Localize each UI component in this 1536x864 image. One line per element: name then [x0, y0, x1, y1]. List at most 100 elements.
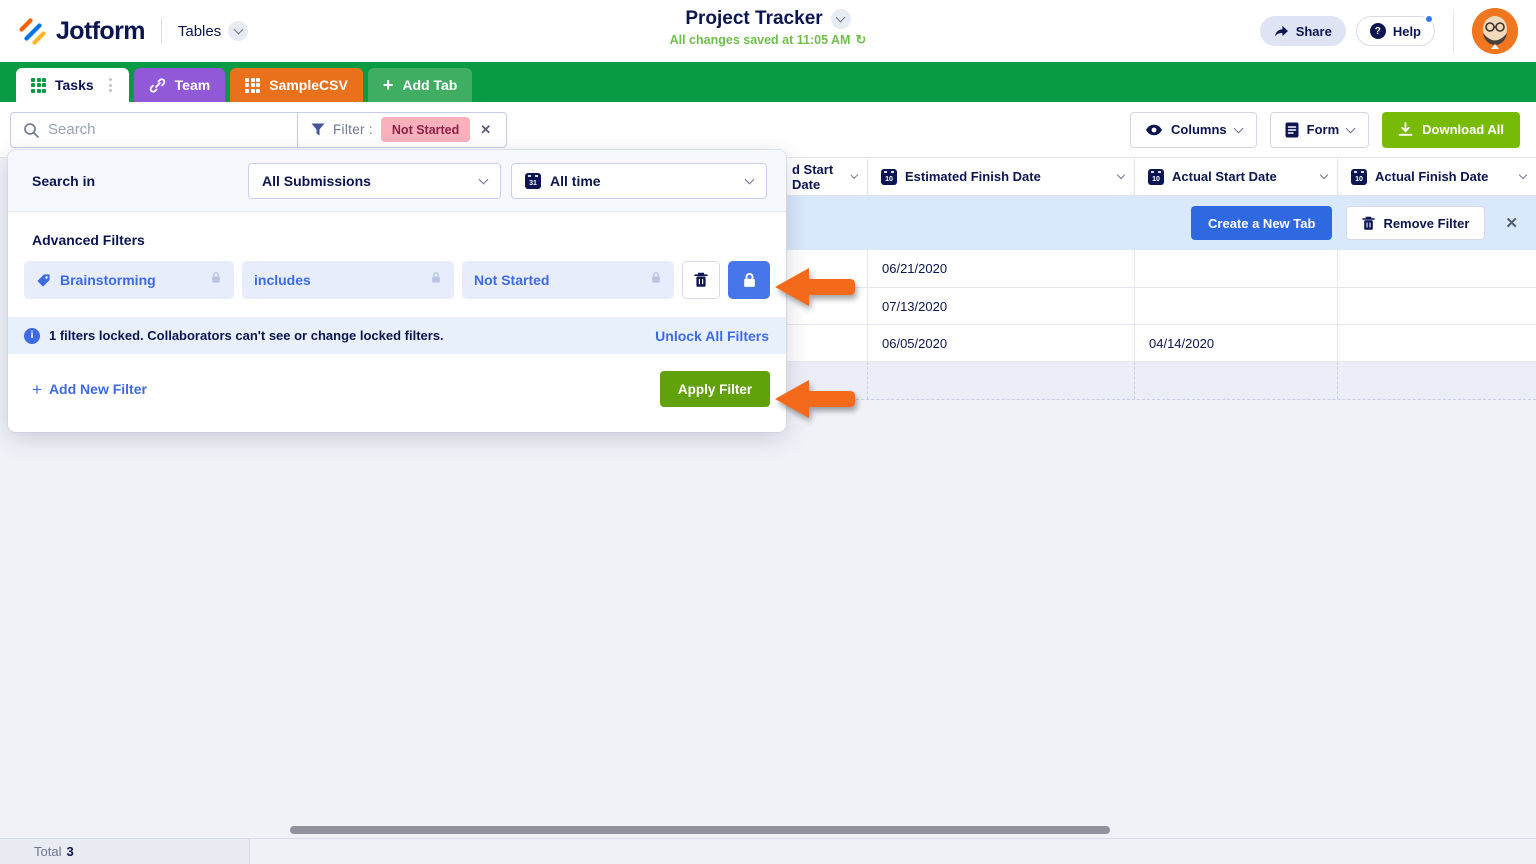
chevron-down-icon — [1518, 170, 1528, 180]
table-cell[interactable]: 06/21/2020 — [868, 250, 1135, 287]
filter-banner: Create a New Tab Remove Filter ✕ — [786, 196, 1536, 250]
table-cell[interactable] — [786, 250, 868, 287]
product-switcher[interactable]: Tables — [178, 21, 249, 41]
table-cell[interactable] — [786, 288, 868, 324]
columns-button[interactable]: Columns — [1130, 111, 1257, 148]
table-cell[interactable] — [1338, 250, 1536, 287]
page-title: Project Tracker — [685, 8, 823, 29]
table-cell[interactable]: 04/14/2020 — [1135, 325, 1338, 361]
table-cell[interactable] — [786, 325, 868, 361]
table-cell[interactable] — [1338, 325, 1536, 361]
share-arrow-icon — [1274, 25, 1288, 37]
lock-icon — [210, 271, 222, 289]
calendar-icon: 10 — [1148, 168, 1164, 185]
table-footer: Total 3 — [0, 838, 1536, 864]
document-title-row[interactable]: Project Tracker — [685, 8, 851, 30]
column-header-actual-finish-date[interactable]: 10 Actual Finish Date — [1338, 158, 1536, 195]
toolbar: Filter : Not Started ✕ Columns Form — [0, 102, 1536, 158]
total-count: Total 3 — [0, 839, 250, 864]
tab-samplecsv[interactable]: SampleCSV — [230, 68, 363, 102]
brand-name: Jotform — [56, 16, 145, 45]
avatar-face-icon — [1472, 8, 1518, 54]
column-header-estimated-finish-date[interactable]: 10 Estimated Finish Date — [868, 158, 1135, 195]
filter-field-select[interactable]: Brainstorming — [24, 261, 234, 299]
horizontal-scrollbar[interactable] — [290, 826, 1110, 834]
table-cell[interactable] — [1338, 288, 1536, 324]
chevron-down-icon — [1319, 170, 1329, 180]
table-cell[interactable]: 07/13/2020 — [868, 288, 1135, 324]
filter-operator-select[interactable]: includes — [242, 261, 454, 299]
plus-icon: + — [32, 379, 42, 399]
help-button[interactable]: ? Help — [1355, 14, 1435, 46]
tutorial-arrow-lock — [775, 268, 855, 306]
toolbar-right: Columns Form Download All — [1130, 111, 1520, 148]
table-row[interactable]: 06/05/2020 04/14/2020 — [786, 325, 1536, 362]
create-new-tab-button[interactable]: Create a New Tab — [1191, 206, 1333, 240]
panel-footer: + Add New Filter Apply Filter — [8, 354, 786, 424]
tab-tasks[interactable]: Tasks — [16, 68, 129, 102]
lock-filter-button[interactable] — [728, 261, 770, 299]
search-scope-select[interactable]: All Submissions — [248, 162, 501, 199]
table-header-row: d Start Date 10 Estimated Finish Date 10… — [786, 158, 1536, 196]
search-in-label: Search in — [32, 172, 96, 189]
notification-dot — [1424, 14, 1434, 24]
filter-panel: Search in All Submissions 31 All time Ad… — [8, 150, 786, 432]
remove-filter-button[interactable]: Remove Filter — [1346, 206, 1486, 240]
filter-indicator[interactable]: Filter : Not Started ✕ — [298, 113, 506, 147]
clear-filter-icon[interactable]: ✕ — [480, 121, 492, 137]
lock-icon — [650, 271, 662, 289]
tag-icon — [37, 273, 50, 287]
table-zone: d Start Date 10 Estimated Finish Date 10… — [786, 158, 1536, 196]
table-cell[interactable] — [1135, 250, 1338, 287]
trash-icon — [1362, 216, 1376, 230]
delete-filter-button[interactable] — [682, 261, 720, 299]
link-icon — [149, 77, 165, 93]
header-right: Share ? Help — [1259, 8, 1536, 54]
table-cell[interactable] — [1135, 288, 1338, 324]
column-header-actual-start-date[interactable]: 10 Actual Start Date — [1135, 158, 1338, 195]
download-icon — [1398, 122, 1413, 136]
tab-team[interactable]: Team — [133, 68, 226, 102]
add-row-placeholder[interactable] — [786, 362, 1536, 400]
search-input[interactable] — [48, 121, 285, 138]
chevron-down-icon[interactable] — [830, 9, 851, 29]
table-row[interactable]: 06/21/2020 — [786, 250, 1536, 288]
chevron-down-icon — [478, 174, 489, 184]
tab-menu-icon[interactable] — [107, 75, 114, 95]
info-icon: i — [24, 327, 40, 344]
question-icon: ? — [1369, 23, 1386, 39]
apply-filter-button[interactable]: Apply Filter — [660, 371, 770, 407]
content-area: d Start Date 10 Estimated Finish Date 10… — [0, 150, 1536, 864]
search-filter-group: Filter : Not Started ✕ — [10, 111, 508, 148]
header-left: Jotform Tables — [0, 15, 249, 47]
add-tab-button[interactable]: + Add Tab — [367, 68, 473, 102]
tutorial-arrow-apply — [775, 380, 855, 418]
filter-chip[interactable]: Not Started — [380, 117, 471, 142]
user-avatar[interactable] — [1472, 8, 1518, 54]
header-center: Project Tracker All changes saved at 11:… — [0, 8, 1536, 48]
add-new-filter-link[interactable]: + Add New Filter — [32, 379, 147, 399]
table-grid-icon — [31, 77, 46, 93]
table-cell[interactable]: 06/05/2020 — [868, 325, 1135, 361]
share-button[interactable]: Share — [1259, 16, 1346, 46]
search-box[interactable] — [11, 113, 297, 147]
group-divider — [297, 112, 298, 147]
column-header-estimated-start-date[interactable]: d Start Date — [786, 158, 868, 195]
chevron-down-icon — [850, 171, 859, 179]
calendar-icon: 31 — [525, 172, 541, 189]
download-all-button[interactable]: Download All — [1382, 111, 1520, 148]
date-range-select[interactable]: 31 All time — [511, 162, 767, 199]
chevron-down-icon — [1345, 123, 1356, 133]
dismiss-banner-icon[interactable]: ✕ — [1505, 215, 1518, 232]
chevron-down-icon — [1233, 123, 1244, 133]
unlock-all-filters-link[interactable]: Unlock All Filters — [655, 327, 769, 344]
lock-icon — [743, 273, 755, 287]
table-row[interactable]: 07/13/2020 — [786, 288, 1536, 325]
form-button[interactable]: Form — [1269, 111, 1370, 148]
jotform-logo-icon — [19, 18, 46, 45]
filter-value-select[interactable]: Not Started — [462, 261, 674, 299]
advanced-filters-title: Advanced Filters — [32, 232, 145, 248]
calendar-icon: 10 — [1351, 168, 1367, 185]
table-grid-icon — [245, 77, 261, 93]
header-divider — [160, 18, 162, 44]
